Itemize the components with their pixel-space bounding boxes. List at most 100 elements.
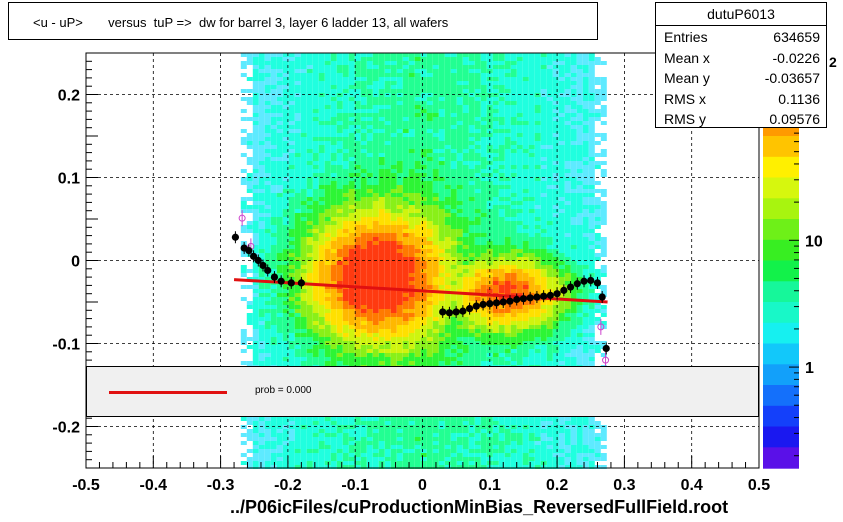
- heat-cell: [264, 209, 271, 213]
- heat-cell: [300, 137, 307, 141]
- heat-cell: [468, 205, 475, 209]
- heat-cell: [276, 161, 283, 165]
- heat-cell: [498, 93, 505, 97]
- heat-cell: [402, 237, 409, 241]
- heat-cell: [372, 245, 379, 249]
- heat-cell: [306, 265, 313, 269]
- heat-cell: [504, 417, 511, 421]
- heat-cell: [480, 285, 487, 289]
- heat-cell: [408, 113, 415, 117]
- heat-cell: [360, 229, 367, 233]
- heat-cell: [318, 277, 325, 281]
- heat-cell: [294, 261, 301, 265]
- heat-cell: [324, 333, 331, 337]
- heat-cell: [240, 425, 247, 429]
- heat-cell: [264, 257, 271, 261]
- heat-cell: [294, 353, 301, 357]
- heat-cell: [378, 345, 385, 349]
- heat-cell: [396, 173, 403, 177]
- heat-cell: [462, 249, 469, 253]
- heat-cell: [474, 317, 481, 321]
- heat-cell: [300, 421, 307, 425]
- heat-cell: [498, 181, 505, 185]
- heat-cell: [276, 173, 283, 177]
- heat-cell: [480, 97, 487, 101]
- heat-cell: [486, 445, 493, 449]
- heat-cell: [396, 125, 403, 129]
- heat-cell: [444, 213, 451, 217]
- heat-cell: [396, 441, 403, 445]
- heat-cell: [516, 465, 523, 469]
- heat-cell: [480, 297, 487, 301]
- heat-cell: [360, 253, 367, 257]
- heat-cell: [408, 81, 415, 85]
- heat-cell: [348, 449, 355, 453]
- heat-cell: [324, 97, 331, 101]
- heat-cell: [342, 149, 349, 153]
- heat-cell: [348, 433, 355, 437]
- heat-cell: [312, 161, 319, 165]
- heat-cell: [288, 217, 295, 221]
- heat-cell: [432, 165, 439, 169]
- heat-cell: [312, 189, 319, 193]
- heat-cell: [294, 157, 301, 161]
- heat-cell: [480, 453, 487, 457]
- heat-cell: [384, 73, 391, 77]
- heat-cell: [420, 209, 427, 213]
- heat-cell: [510, 301, 517, 305]
- heat-cell: [390, 89, 397, 93]
- heat-cell: [426, 345, 433, 349]
- heat-cell: [252, 145, 259, 149]
- heat-cell: [258, 225, 265, 229]
- heat-cell: [384, 349, 391, 353]
- heat-cell: [516, 221, 523, 225]
- heat-cell: [258, 181, 265, 185]
- heat-cell: [516, 85, 523, 89]
- heat-cell: [354, 345, 361, 349]
- heat-cell: [360, 149, 367, 153]
- heat-cell: [522, 101, 529, 105]
- heat-cell: [420, 69, 427, 73]
- heat-cell: [468, 61, 475, 65]
- heat-cell: [354, 189, 361, 193]
- heat-cell: [426, 125, 433, 129]
- heat-cell: [384, 149, 391, 153]
- heat-cell: [288, 353, 295, 357]
- heat-cell: [456, 189, 463, 193]
- heat-cell: [300, 269, 307, 273]
- heat-cell: [264, 345, 271, 349]
- heat-cell: [384, 113, 391, 117]
- heat-cell: [372, 313, 379, 317]
- heat-cell: [372, 169, 379, 173]
- heat-cell: [444, 253, 451, 257]
- heat-cell: [246, 177, 253, 181]
- heat-cell: [498, 241, 505, 245]
- heat-cell: [252, 201, 259, 205]
- heat-cell: [354, 169, 361, 173]
- heat-cell: [348, 57, 355, 61]
- heat-cell: [264, 177, 271, 181]
- heat-cell: [318, 65, 325, 69]
- heat-cell: [516, 329, 523, 333]
- heat-cell: [294, 193, 301, 197]
- heat-cell: [426, 137, 433, 141]
- heat-cell: [414, 53, 421, 57]
- heat-cell: [270, 445, 277, 449]
- heat-cell: [480, 77, 487, 81]
- heat-cell: [432, 217, 439, 221]
- heat-cell: [456, 257, 463, 261]
- heat-cell: [474, 229, 481, 233]
- heat-cell: [282, 161, 289, 165]
- heat-cell: [360, 169, 367, 173]
- heat-cell: [324, 193, 331, 197]
- heat-cell: [528, 65, 535, 69]
- heat-cell: [384, 97, 391, 101]
- heat-cell: [450, 325, 457, 329]
- heat-cell: [282, 205, 289, 209]
- heat-cell: [288, 445, 295, 449]
- heat-cell: [396, 309, 403, 313]
- heat-cell: [444, 233, 451, 237]
- heat-cell: [366, 437, 373, 441]
- heat-cell: [510, 349, 517, 353]
- heat-cell: [288, 277, 295, 281]
